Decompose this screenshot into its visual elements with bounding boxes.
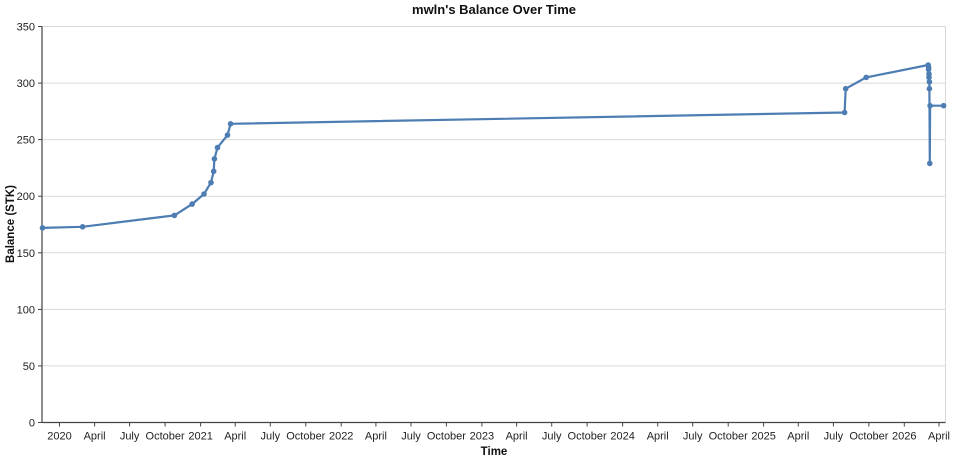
x-tick-label: April: [787, 431, 809, 443]
x-tick-label: October: [568, 431, 607, 443]
x-tick-label: July: [824, 431, 844, 443]
data-point-marker: [927, 102, 933, 109]
x-axis-title: Time: [480, 446, 508, 458]
data-point-marker: [940, 102, 947, 109]
x-tick-label: October: [427, 431, 466, 443]
y-tick-label: 200: [17, 191, 35, 203]
data-point-marker: [208, 179, 214, 186]
x-tick-label: October: [286, 431, 325, 443]
y-tick-label: 250: [17, 135, 35, 147]
data-point-marker: [211, 156, 218, 162]
x-tick-label: July: [120, 431, 140, 443]
x-tick-label: July: [261, 431, 281, 443]
data-point-marker: [926, 79, 933, 85]
y-axis-title: Balance (STK): [5, 185, 17, 263]
data-point-marker: [925, 66, 932, 73]
x-tick-label: April: [365, 431, 387, 443]
y-tick-label: 50: [23, 361, 35, 373]
x-tick-label: 2025: [751, 431, 775, 443]
data-point-marker: [926, 85, 933, 92]
x-tick-label: April: [928, 431, 950, 443]
data-point-marker: [214, 144, 221, 151]
x-tick-label: 2026: [892, 431, 916, 443]
data-point-marker: [189, 201, 195, 207]
x-tick-label: October: [849, 431, 888, 443]
data-point-marker: [926, 74, 932, 81]
x-tick-label: 2021: [188, 431, 212, 443]
balance-line: [41, 63, 945, 229]
x-tick-label: October: [146, 431, 185, 443]
x-tick-label: July: [542, 431, 562, 443]
y-tick-label: 300: [17, 78, 35, 90]
y-tick-label: 100: [17, 304, 35, 316]
data-point-marker: [171, 212, 178, 219]
data-point-marker: [39, 225, 46, 231]
y-tick-label: 350: [17, 22, 35, 34]
data-point-marker: [841, 109, 848, 116]
x-tick-label: October: [709, 431, 748, 443]
data-point-marker: [79, 224, 86, 230]
y-tick-label: 0: [29, 418, 35, 430]
x-tick-label: April: [647, 431, 669, 443]
x-tick-label: April: [84, 431, 106, 443]
x-tick-label: July: [401, 431, 421, 443]
x-tick-label: July: [683, 431, 703, 443]
data-point-marker: [927, 160, 933, 167]
data-point-marker: [842, 85, 849, 92]
data-point-marker: [224, 132, 231, 138]
data-point-marker: [863, 74, 869, 81]
data-point-marker: [227, 121, 234, 127]
data-point-marker: [201, 191, 207, 197]
x-tick-label: April: [506, 431, 528, 443]
x-tick-label: 2023: [470, 431, 494, 443]
y-tick-label: 150: [17, 248, 35, 260]
x-tick-label: 2024: [610, 431, 634, 443]
x-tick-label: April: [224, 431, 246, 443]
x-tick-label: 2020: [47, 431, 71, 443]
data-point-marker: [210, 168, 217, 175]
x-tick-label: 2022: [329, 431, 353, 443]
chart-title: mwln's Balance Over Time: [412, 2, 576, 17]
